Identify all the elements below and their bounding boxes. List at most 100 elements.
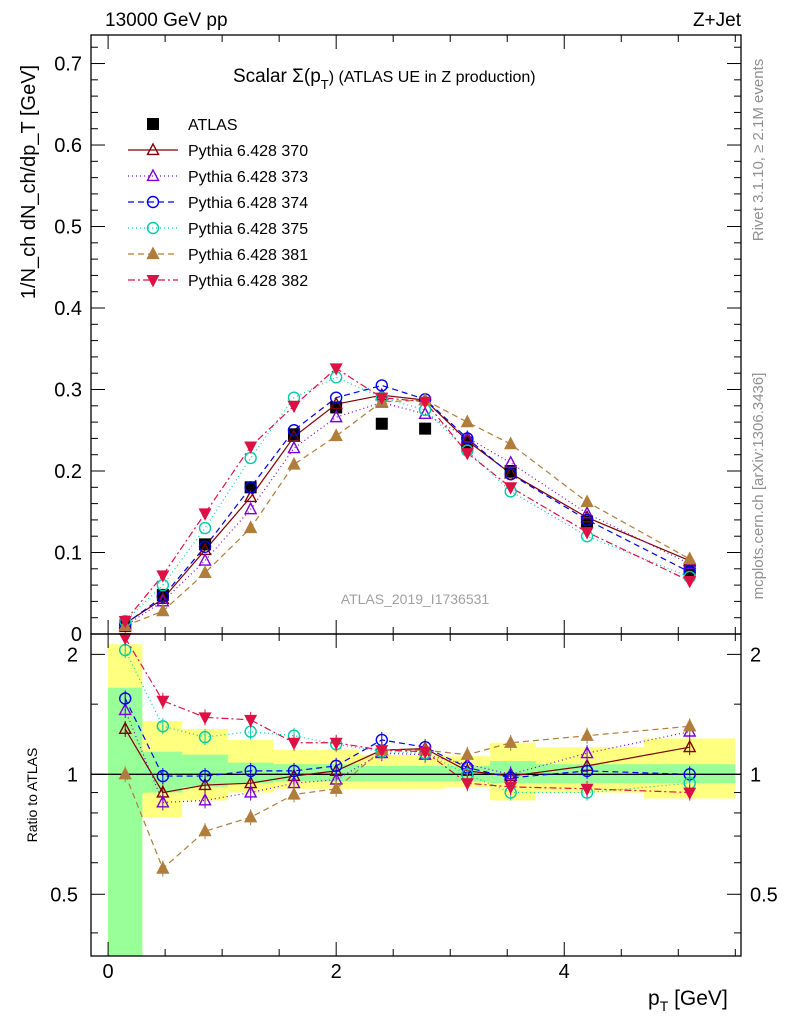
ratio-point-4-5 — [329, 781, 343, 794]
ratio-point-4-3 — [243, 809, 258, 823]
main-ytick-label-4: 0.4 — [54, 298, 82, 320]
main-series-lines — [118, 363, 697, 632]
ratio-point-2-3 — [244, 764, 257, 778]
header-right: Z+Jet — [693, 10, 742, 31]
main-point-3-6 — [375, 379, 388, 392]
main-point-5-5 — [329, 428, 343, 442]
ratio-point-5-5 — [329, 737, 343, 751]
main-point-5-4 — [287, 456, 301, 470]
legend-marker-0 — [147, 118, 159, 130]
header-left: 13000 GeV pp — [105, 10, 228, 31]
main-ytick-label-3: 0.3 — [54, 380, 82, 402]
legend-label-2: Pythia 6.428 373 — [188, 169, 308, 186]
ratio-point-1-2 — [198, 792, 212, 806]
ratio-point-2-5 — [329, 759, 343, 773]
main-point-3-2 — [198, 540, 212, 553]
ratio-point-1-10 — [580, 745, 594, 759]
ratio-point-1-3 — [243, 785, 258, 798]
main-point-2-2 — [198, 553, 212, 566]
main-ylabel: 1/N_ch dN_ch/dp_T [GeV] — [18, 65, 40, 299]
plot-title: Scalar Σ(pT) (ATLAS UE in Z production) — [233, 66, 536, 92]
ratio-point-5-0 — [118, 632, 132, 646]
green-band-4 — [273, 764, 314, 782]
main-point-3-5 — [329, 391, 343, 404]
ratio-line-0 — [124, 728, 690, 794]
ratio-point-1-0 — [118, 702, 132, 716]
plot-title-main: Scalar Σ(p — [233, 66, 321, 87]
main-point-6-10 — [580, 527, 594, 540]
main-point-2-8 — [460, 430, 474, 443]
ratio-point-4-0 — [118, 766, 132, 780]
main-point-2-10 — [580, 505, 594, 519]
legend-marker-3 — [146, 195, 160, 209]
ratio-point-4-1 — [156, 861, 170, 874]
main-line-4 — [124, 376, 690, 622]
ratio-ylabel: Ratio to ATLAS — [24, 748, 40, 843]
main-point-6-9 — [504, 482, 518, 495]
legend-marker-2 — [146, 168, 160, 182]
x-axis-label-sub: T — [660, 998, 669, 1014]
ratio-point-5-6 — [375, 745, 389, 758]
main-line-3 — [124, 384, 690, 625]
ratio-point-0-0 — [118, 721, 132, 735]
ratio-point-4-10 — [580, 728, 594, 741]
main-point-3-3 — [244, 481, 257, 494]
main-point-4-3 — [244, 451, 257, 465]
main-point-6-6 — [375, 392, 389, 405]
green-band-1 — [142, 751, 183, 793]
legend-label-3: Pythia 6.428 374 — [188, 195, 308, 212]
main-point-1-5 — [329, 396, 343, 410]
main-point-6-11 — [683, 576, 697, 589]
ratio-point-5-11 — [683, 787, 697, 800]
ratio-point-3-2 — [198, 730, 212, 744]
main-point-1-1 — [156, 591, 170, 605]
ratio-series-lines — [118, 629, 697, 877]
main-point-1-10 — [580, 509, 594, 523]
main-point-2-5 — [329, 409, 343, 423]
main-point-0-6 — [375, 417, 388, 430]
main-point-5-10 — [580, 494, 594, 508]
main-point-6-4 — [287, 400, 301, 414]
ratio-point-2-4 — [287, 764, 301, 778]
ratio-uncertainty-bands — [91, 644, 741, 956]
ratio-point-4-11 — [683, 718, 697, 732]
main-point-2-7 — [418, 406, 432, 420]
ratio-point-5-8 — [460, 778, 474, 791]
ratio-point-0-2 — [198, 777, 212, 791]
legend-marker-6 — [146, 275, 160, 288]
legend-marker-5 — [146, 246, 160, 260]
main-point-6-0 — [118, 615, 132, 629]
main-point-4-2 — [198, 521, 212, 535]
ratio-point-2-1 — [156, 769, 170, 783]
x-tick-label-0: 0 — [103, 961, 114, 983]
main-axis: 0 0.1 0.2 0.3 0.4 0.5 0.6 0.7 — [54, 35, 741, 646]
ratio-ytick-label-left-0: 0.5 — [50, 884, 78, 906]
main-point-5-2 — [198, 565, 212, 578]
main-ytick-label-7: 0.7 — [54, 54, 82, 76]
legend-label-6: Pythia 6.428 382 — [188, 273, 308, 290]
ratio-point-4-8 — [460, 747, 474, 760]
main-point-1-3 — [243, 489, 258, 503]
main-point-6-7 — [418, 396, 432, 410]
main-point-0-7 — [419, 422, 432, 435]
ratio-ytick-label-right-0: 0.5 — [750, 884, 778, 906]
main-point-6-5 — [329, 363, 343, 376]
ratio-point-1-1 — [156, 794, 170, 808]
ratio-point-5-3 — [244, 714, 258, 728]
ratio-point-5-1 — [156, 695, 170, 709]
ratio-axis: 0.5 0.5 1 1 2 2 0 2 4 — [50, 634, 778, 983]
x-axis-label: pT [GeV] — [648, 987, 728, 1014]
ratio-point-5-10 — [580, 783, 594, 797]
ratio-point-4-2 — [198, 823, 212, 837]
ratio-point-5-2 — [198, 712, 212, 725]
legend-marker-1 — [146, 142, 160, 156]
ratio-point-5-9 — [504, 781, 518, 795]
legend: ATLAS Pythia 6.428 370 Pythia 6.428 373 Pyt… — [128, 117, 308, 290]
main-point-5-3 — [243, 520, 258, 534]
ratio-ytick-label-left-1: 1 — [67, 764, 78, 786]
main-line-6 — [124, 367, 690, 622]
ratio-line-5 — [124, 637, 690, 794]
main-point-5-9 — [503, 436, 518, 450]
